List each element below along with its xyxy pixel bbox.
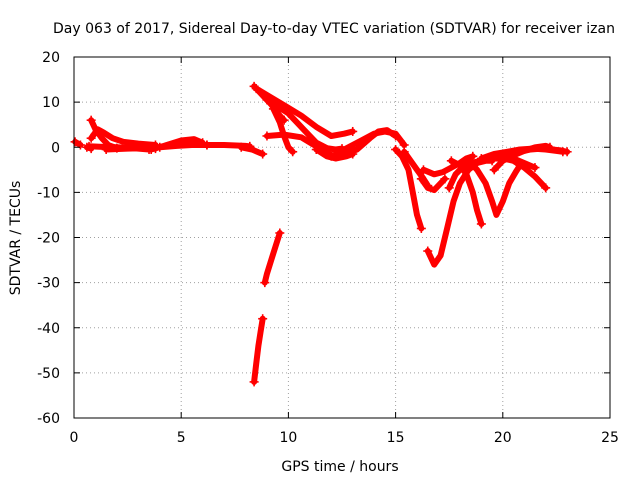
data-point-marker: [146, 145, 156, 155]
y-axis-label: SDTVAR / TECUs: [8, 181, 24, 296]
series-line: [418, 175, 448, 194]
data-point-marker: [84, 141, 94, 151]
grid-lines: [74, 57, 610, 418]
data-point-marker: [268, 104, 278, 114]
data-point-marker: [251, 84, 261, 94]
data-point-marker: [416, 223, 426, 233]
data-point-marker: [446, 156, 456, 166]
series-line: [251, 315, 266, 385]
series-arc-12.2-15.4: [331, 128, 409, 159]
data-point-marker: [70, 137, 80, 147]
series-line: [392, 146, 425, 232]
y-tick-label: 10: [42, 95, 60, 111]
x-tick-label: 10: [279, 430, 297, 446]
data-point-marker: [75, 140, 85, 150]
data-point-marker: [101, 145, 111, 155]
series-line: [156, 142, 210, 151]
data-point-marker: [258, 314, 268, 324]
data-point-marker: [288, 147, 298, 157]
x-axis-label: GPS time / hours: [281, 459, 398, 475]
data-point-marker: [86, 133, 96, 143]
y-tick-label: -20: [37, 231, 60, 247]
data-point-marker: [202, 140, 212, 150]
data-point-marker: [489, 165, 499, 175]
series-line: [88, 126, 159, 148]
x-tick-label: 25: [601, 430, 619, 446]
series-line: [253, 85, 356, 139]
data-point-marker: [348, 126, 358, 136]
x-tick-label: 0: [70, 430, 79, 446]
data-point-marker: [418, 165, 428, 175]
x-tick-label: 5: [177, 430, 186, 446]
x-tick-label: 15: [387, 430, 405, 446]
data-point-marker: [249, 377, 259, 387]
series-line: [448, 157, 485, 227]
series-arc-8.5-13.0: [251, 84, 358, 139]
series-arc-17.6-19.0: [446, 156, 486, 229]
y-tick-label: -60: [37, 411, 60, 427]
data-point-marker: [440, 174, 450, 184]
data-point-marker: [155, 142, 165, 152]
axis-ticks: 0 5 10 15 20 25 -60 -50 -40 -30 -20 -10 0 10 20: [37, 50, 619, 446]
chart-title: Day 063 of 2017, Sidereal Day-to-day VTE…: [53, 21, 615, 37]
data-point-marker: [86, 115, 96, 125]
data-point-marker: [476, 154, 486, 164]
series-arc-15.0-16.2: [391, 145, 426, 233]
data-point-marker: [399, 147, 409, 157]
y-tick-label: -10: [37, 185, 60, 201]
data-point-marker: [236, 142, 246, 152]
data-point-marker: [423, 246, 433, 256]
series-arc-0-0.3: [70, 137, 85, 150]
series-arc-19.6-22.2: [489, 142, 555, 175]
y-tick-label: -50: [37, 366, 60, 382]
data-point-marker: [311, 145, 321, 155]
data-point-marker: [258, 149, 268, 159]
data-point-marker: [391, 145, 401, 155]
data-point-marker: [463, 156, 473, 166]
series-arc-9.0-12.5: [262, 95, 347, 154]
series-line: [238, 144, 266, 157]
data-point-marker: [262, 95, 272, 105]
y-tick-label: 0: [51, 140, 60, 156]
data-point-marker: [416, 174, 426, 184]
series-arc-18.4-20.8: [463, 156, 525, 218]
data-point-marker: [476, 219, 486, 229]
data-point-marker: [260, 278, 270, 288]
series-arc-16.3-18.6: [418, 151, 478, 178]
series-arc-8.9-9.6: [260, 228, 285, 288]
data-series: [70, 81, 572, 387]
data-point-marker: [562, 147, 572, 157]
data-point-marker: [262, 131, 272, 141]
data-point-marker: [275, 228, 285, 238]
series-line: [420, 153, 476, 178]
data-point-marker: [331, 149, 341, 159]
x-tick-label: 20: [494, 430, 512, 446]
series-arc-7.8-8.8: [236, 142, 268, 159]
series-line: [261, 230, 283, 286]
series-arc-8.4-8.8: [249, 314, 268, 387]
data-point-marker: [444, 183, 454, 193]
data-point-marker: [541, 183, 551, 193]
series-line: [465, 157, 523, 218]
y-tick-label: 20: [42, 50, 60, 66]
y-tick-label: -40: [37, 321, 60, 337]
series-line: [264, 96, 345, 153]
data-point-marker: [515, 160, 525, 170]
series-arc-16.2-17.3: [416, 174, 450, 194]
series-line: [491, 142, 553, 173]
data-point-marker: [530, 163, 540, 173]
data-point-marker: [545, 142, 555, 152]
series-line: [332, 128, 408, 157]
y-tick-label: -30: [37, 276, 60, 292]
